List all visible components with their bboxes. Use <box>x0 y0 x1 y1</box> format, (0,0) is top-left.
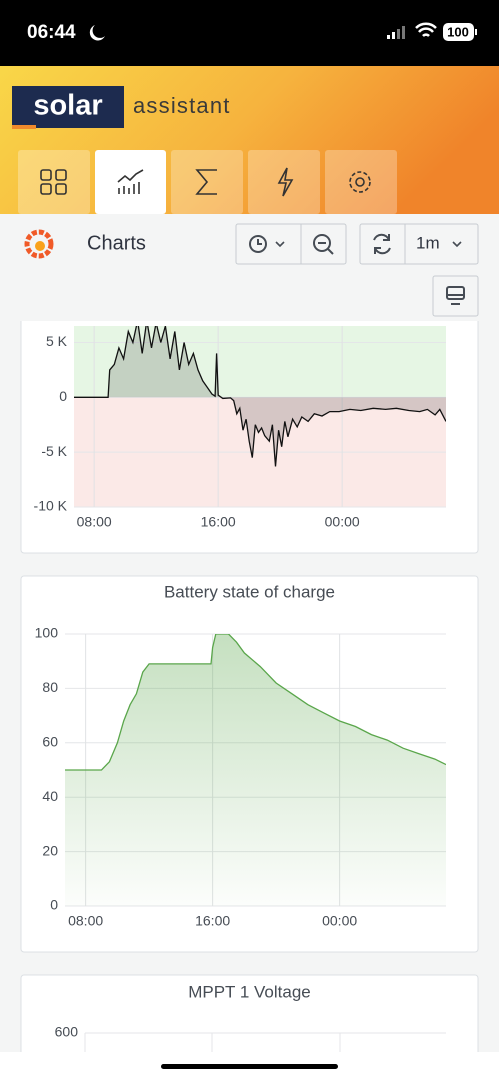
tab-icons <box>40 167 371 197</box>
area-fill <box>65 634 446 906</box>
battery-level: 100 <box>447 24 469 39</box>
refresh-picker[interactable]: 1m <box>359 223 479 265</box>
panel: 5 K 0 -5 K -10 K 08:00 16:00 00:00 <box>20 295 479 554</box>
nav-tabs <box>18 150 397 214</box>
y-tick-label: 600 <box>55 1024 79 1040</box>
x-tick-label: 08:00 <box>77 514 112 530</box>
tab-dashboard[interactable] <box>18 150 90 214</box>
time-picker[interactable] <box>235 223 347 265</box>
y-tick-label: 0 <box>50 897 58 913</box>
tab-power[interactable] <box>248 150 320 214</box>
y-tick-label: -5 K <box>41 443 67 459</box>
signal-icon <box>387 26 405 39</box>
logo-accent <box>12 125 36 129</box>
y-tick-label: 80 <box>42 679 58 695</box>
x-tick-label: 00:00 <box>325 514 360 530</box>
status-bg <box>0 0 499 66</box>
tab-settings[interactable] <box>325 150 397 214</box>
y-tick-label: 60 <box>42 734 58 750</box>
grafana-logo <box>24 229 54 259</box>
plot <box>65 634 446 906</box>
refresh-interval[interactable]: 1m <box>416 233 440 252</box>
plot <box>74 326 446 467</box>
clock: 06:44 <box>27 22 76 43</box>
x-tick-label: 08:00 <box>68 913 103 929</box>
app-header: solar assistant <box>0 66 499 214</box>
battery-tip <box>475 29 477 35</box>
y-tick-label: 40 <box>42 788 58 804</box>
x-tick-label: 16:00 <box>195 913 230 929</box>
panel-title: MPPT 1 Voltage <box>188 982 311 1001</box>
logo-word: solar <box>33 90 102 122</box>
logo-box <box>12 86 124 128</box>
y-tick-label: 0 <box>59 388 67 404</box>
series-line <box>74 326 446 467</box>
logo-sub: assistant <box>133 93 231 118</box>
y-tick-label: 20 <box>42 842 58 858</box>
tab-charts[interactable] <box>95 150 166 214</box>
status-bar: 06:44 100 <box>0 0 499 66</box>
page-title: Charts <box>87 232 146 254</box>
focus-icon <box>89 25 105 41</box>
panel: Battery state of charge 0 20 40 60 80 100 08:00… <box>20 575 479 953</box>
toolbar: Charts 1m <box>0 214 499 321</box>
y-tick-label: 100 <box>35 625 59 641</box>
x-tick-label: 00:00 <box>322 913 357 929</box>
series-line <box>65 634 446 771</box>
x-tick-label: 16:00 <box>201 514 236 530</box>
wifi-icon <box>415 22 437 37</box>
home-indicator <box>161 1064 338 1069</box>
tv-mode-button[interactable] <box>432 275 479 317</box>
battery-icon <box>443 23 474 41</box>
area-fill <box>74 326 446 467</box>
threshold-above <box>74 326 446 398</box>
y-tick-label: -10 K <box>34 498 68 514</box>
y-tick-label: 5 K <box>46 333 68 349</box>
panel-title: Battery state of charge <box>164 582 335 601</box>
